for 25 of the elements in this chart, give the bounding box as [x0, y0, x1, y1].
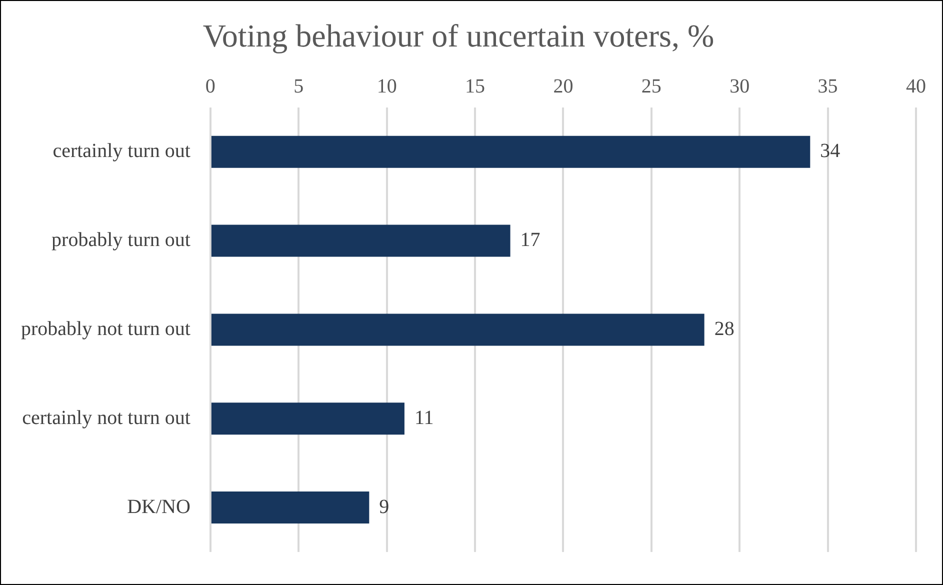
y-tick-label: DK/NO	[127, 496, 190, 518]
data-label: 9	[379, 496, 390, 518]
bar	[211, 402, 404, 435]
x-tick-label: 25	[641, 76, 662, 98]
x-tick-label: 5	[294, 76, 304, 98]
x-tick-label: 30	[730, 76, 750, 98]
x-tick-label: 20	[553, 76, 574, 98]
x-tick-label: 35	[818, 76, 838, 98]
x-tick-label: 0	[205, 76, 216, 98]
y-tick-label: probably turn out	[52, 229, 191, 252]
y-tick-label: certainly not turn out	[22, 406, 191, 429]
bar	[211, 314, 704, 346]
y-tick-label: certainly turn out	[52, 140, 191, 162]
data-label: 17	[520, 229, 540, 252]
data-label: 34	[820, 140, 840, 162]
bar	[211, 492, 370, 524]
x-tick-label: 40	[906, 76, 926, 98]
x-tick-label: 15	[465, 76, 486, 98]
data-label: 28	[714, 318, 734, 340]
bar	[211, 224, 510, 257]
x-tick-label: 10	[376, 76, 397, 98]
data-label: 11	[414, 406, 434, 429]
y-tick-label: probably not turn out	[20, 318, 191, 340]
bar	[211, 136, 810, 168]
chart-title: Voting behaviour of uncertain voters, %	[202, 18, 714, 54]
